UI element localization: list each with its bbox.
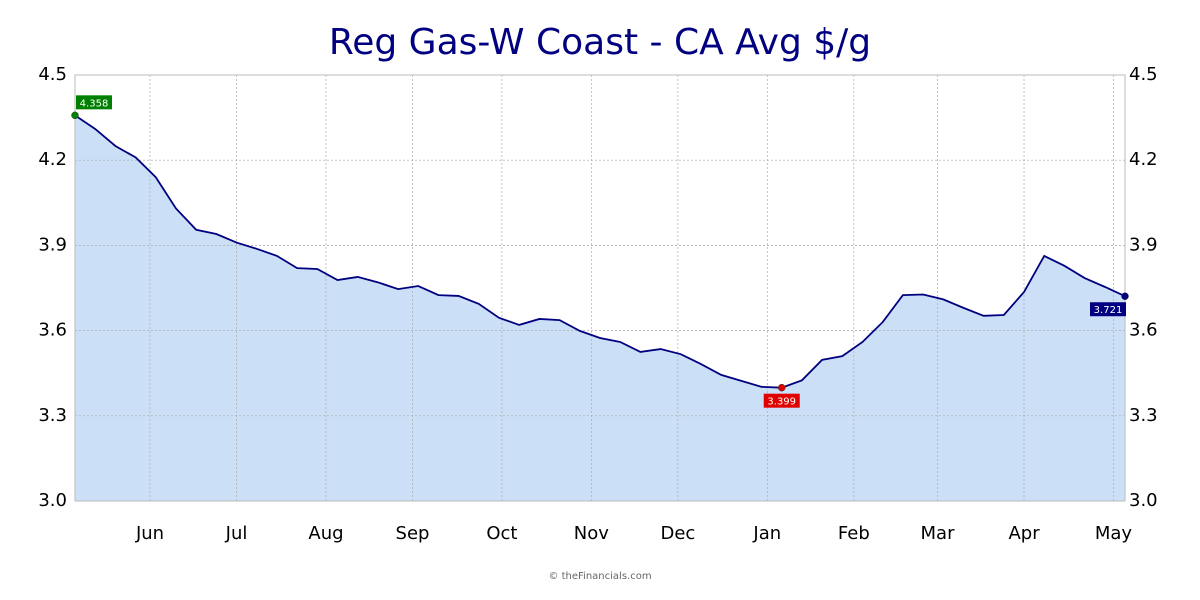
y-tick-label: 3.9: [38, 234, 67, 255]
y2-tick-label: 3.3: [1129, 405, 1158, 426]
x-tick-label: Feb: [838, 523, 870, 544]
data-label: 3.399: [767, 397, 796, 408]
x-tick-label: Apr: [1008, 523, 1040, 544]
y2-tick-label: 4.2: [1129, 149, 1158, 170]
x-tick-label: May: [1095, 523, 1133, 544]
data-label: 3.721: [1094, 305, 1123, 316]
x-tick-label: Jan: [752, 523, 781, 544]
x-tick-label: Nov: [574, 523, 609, 544]
x-tick-label: Sep: [396, 523, 430, 544]
y-tick-label: 4.2: [38, 149, 67, 170]
y-tick-label: 3.0: [38, 490, 67, 511]
marker: [1121, 292, 1129, 300]
y-tick-label: 4.5: [38, 64, 67, 85]
data-label: 4.358: [80, 98, 109, 109]
marker: [71, 111, 79, 120]
x-tick-label: Mar: [921, 523, 956, 544]
x-tick-label: Oct: [486, 523, 517, 544]
y2-tick-label: 4.5: [1129, 64, 1158, 85]
plot-border: [74, 74, 1126, 502]
x-tick-label: Jun: [135, 523, 164, 544]
area: [75, 115, 1125, 501]
chart-title: Reg Gas-W Coast - CA Avg $/g: [329, 22, 871, 63]
label-box: [763, 393, 800, 408]
y2-tick-label: 3.9: [1129, 234, 1158, 255]
x-tick-label: Dec: [660, 523, 695, 544]
y-tick-label: 3.3: [38, 405, 67, 426]
y-tick-label: 3.6: [38, 320, 67, 341]
footer: © theFinancials.com: [548, 571, 651, 582]
label-box: [1090, 302, 1126, 317]
marker: [777, 383, 786, 392]
x-tick-label: Aug: [308, 523, 343, 544]
x-tick-label: Jul: [225, 523, 248, 544]
y2-tick-label: 3.6: [1129, 320, 1158, 341]
label-box: [76, 95, 112, 110]
line: [74, 114, 1126, 389]
y2-tick-label: 3.0: [1129, 490, 1158, 511]
